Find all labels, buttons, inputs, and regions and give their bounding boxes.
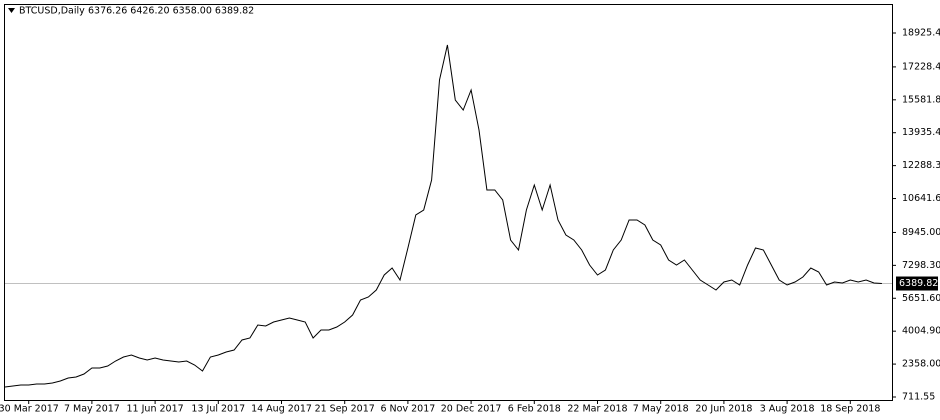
x-tick-label: 11 Jun 2017 — [127, 404, 184, 415]
x-tick-label: 13 Jul 2017 — [191, 404, 245, 415]
x-tick-label: 6 Nov 2017 — [380, 404, 435, 415]
y-tick-label: 711.55 — [902, 391, 935, 402]
x-tick-label: 20 Jun 2018 — [695, 404, 752, 415]
x-tick-label: 6 Feb 2018 — [508, 404, 561, 415]
y-tick-label: 8945.00 — [902, 227, 940, 238]
y-tick-label: 10641.60 — [902, 193, 940, 204]
menu-triangle — [8, 8, 15, 13]
x-tick-label: 3 Aug 2018 — [760, 404, 815, 415]
x-tick-label: 7 May 2018 — [633, 404, 689, 415]
y-tick-label: 13935.40 — [902, 127, 940, 138]
y-tick-label: 15581.85 — [902, 94, 940, 105]
x-tick-label: 7 May 2017 — [64, 404, 120, 415]
x-tick-label: 22 Mar 2018 — [567, 404, 627, 415]
y-tick-label: 4004.90 — [902, 326, 940, 337]
x-tick-label: 30 Mar 2017 — [0, 404, 59, 415]
last-price-label: 6389.82 — [899, 278, 938, 289]
y-tick-label: 7298.30 — [902, 260, 940, 271]
plot-frame — [4, 4, 893, 401]
y-tick-label: 5651.60 — [902, 293, 940, 304]
y-tick-label: 18925.40 — [902, 27, 940, 38]
y-tick-label: 17228.40 — [902, 61, 940, 72]
last-price-box — [896, 276, 938, 291]
chart-title: BTCUSD,Daily — [19, 6, 85, 17]
x-tick-label: 21 Sep 2017 — [315, 404, 375, 415]
x-tick-label: 20 Dec 2017 — [441, 404, 502, 415]
x-tick-label: 14 Aug 2017 — [251, 404, 312, 415]
x-tick-label: 18 Sep 2018 — [820, 404, 880, 415]
y-tick-label: 2358.00 — [902, 359, 940, 370]
price-line — [4, 44, 882, 388]
y-tick-label: 12288.30 — [902, 160, 940, 171]
ohlc: 6376.26 6426.20 6358.00 6389.82 — [88, 6, 254, 17]
